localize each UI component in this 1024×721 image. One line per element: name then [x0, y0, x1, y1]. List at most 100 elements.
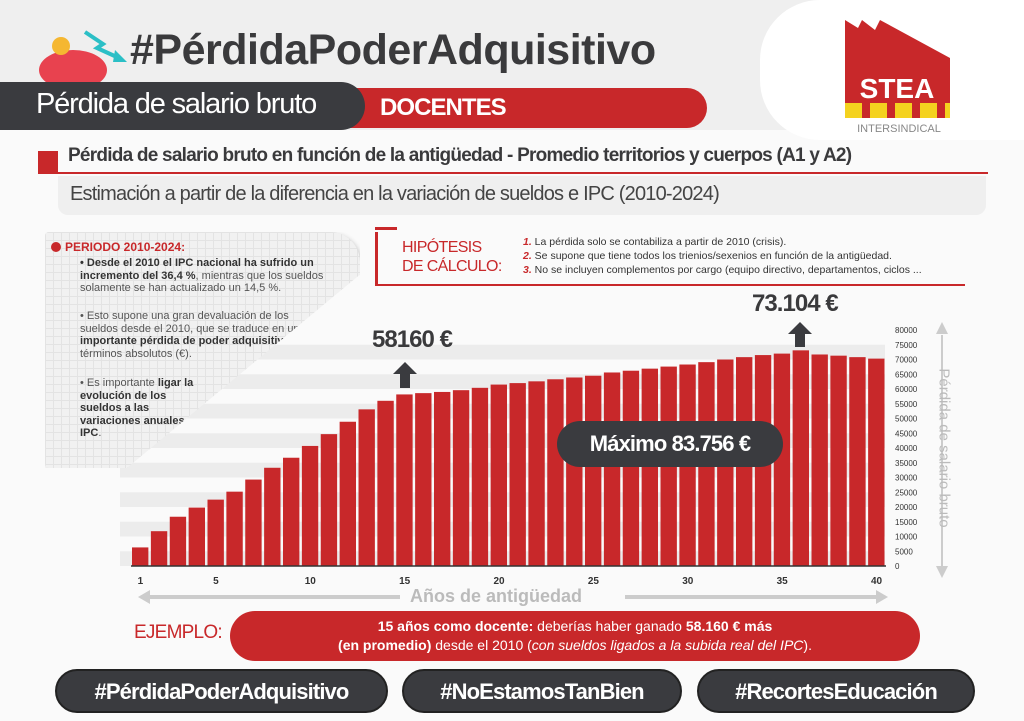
x-tick-label: 5	[213, 576, 219, 587]
info-paragraph-3: • Es importante ligar la evolución de lo…	[80, 377, 204, 439]
hypothesis-item: 2. Se supone que tiene todos los trienio…	[523, 250, 892, 262]
bar	[245, 479, 262, 566]
arrow-left-icon	[138, 590, 150, 604]
example-box: 15 años como docente: deberías haber gan…	[230, 611, 920, 661]
y-tick-label: 50000	[895, 415, 918, 424]
bar	[301, 445, 319, 566]
main-title: #PérdidaPoderAdquisitivo	[130, 26, 656, 74]
info-panel: PERIODO 2010-2024: • Desde el 2010 el IP…	[45, 232, 360, 468]
logo-text: STEA	[860, 73, 935, 104]
arrow-up-icon	[788, 322, 812, 347]
hypotheses-title: HIPÓTESIS DE CÁLCULO:	[402, 239, 502, 275]
bar	[603, 372, 621, 566]
section-heading: Pérdida de salario bruto en función de l…	[38, 143, 988, 174]
annotation-year-36: 73.104 €	[752, 290, 839, 317]
grid-band	[120, 403, 885, 419]
bar	[434, 391, 451, 566]
x-tick-label: 40	[871, 576, 883, 587]
annotation-year-15: 58160 €	[372, 326, 453, 353]
bar	[471, 387, 489, 566]
hashtag-perdida-poder-adquisitivo[interactable]: #PérdidaPoderAdquisitivo	[55, 669, 388, 713]
bullet-dot	[51, 242, 61, 252]
y-tick-label: 5000	[895, 547, 913, 556]
bar	[490, 384, 507, 566]
hypothesis-item: 1. La pérdida solo se contabiliza a part…	[523, 236, 787, 248]
bar	[811, 354, 828, 566]
bar	[226, 491, 243, 566]
hashtag-recortes-educacion[interactable]: #RecortesEducación	[697, 669, 975, 713]
stea-logo: STEA INTERSINDICAL	[840, 18, 958, 138]
bar	[830, 355, 847, 566]
bar	[792, 350, 809, 566]
bar	[566, 377, 583, 566]
bar	[339, 421, 356, 566]
hypotheses-box: HIPÓTESIS DE CÁLCULO: 1. La pérdida solo …	[375, 227, 965, 286]
y-tick-label: 70000	[895, 356, 918, 365]
arrow-up-icon	[393, 362, 417, 388]
arrow-down-icon	[936, 566, 948, 578]
x-tick-label: 15	[399, 576, 411, 587]
x-tick-label: 35	[777, 576, 789, 587]
hypotheses-marker	[375, 227, 397, 230]
y-tick-label: 75000	[895, 341, 918, 350]
grid-band	[120, 492, 885, 507]
bar	[528, 381, 545, 566]
bar	[415, 393, 432, 566]
x-tick-label: 25	[588, 576, 600, 587]
y-tick-label: 35000	[895, 459, 918, 468]
y-tick-label: 30000	[895, 474, 918, 483]
hashtag-no-estamos-tan-bien[interactable]: #NoEstamosTanBien	[402, 669, 682, 713]
piggy-bank-icon	[39, 30, 127, 90]
bar	[641, 368, 658, 566]
y-tick-label: 10000	[895, 533, 918, 542]
docentes-banner: DOCENTES	[335, 88, 707, 128]
arrow-up-icon	[936, 322, 948, 334]
info-paragraph-2: • Esto supone una gran devaluación de lo…	[80, 310, 306, 360]
salary-loss-banner: Pérdida de salario bruto	[0, 82, 365, 130]
heading-marker	[38, 151, 58, 173]
bar	[396, 394, 413, 566]
y-tick-label: 80000	[895, 326, 918, 335]
bar	[264, 467, 281, 566]
y-tick-label: 40000	[895, 444, 918, 453]
info-heading: PERIODO 2010-2024:	[65, 240, 186, 254]
y-tick-label: 0	[895, 562, 900, 571]
bar	[283, 457, 300, 566]
grid-band	[120, 521, 885, 537]
grid-band	[120, 551, 885, 566]
maximum-badge: Máximo 83.756 €	[557, 421, 783, 467]
bar	[547, 379, 564, 566]
bar	[452, 390, 470, 566]
y-tick-label: 25000	[895, 488, 918, 497]
bar	[509, 383, 526, 566]
y-tick-label: 55000	[895, 400, 918, 409]
bar	[169, 516, 187, 566]
y-tick-label: 45000	[895, 429, 918, 438]
bar	[868, 358, 885, 566]
y-tick-label: 60000	[895, 385, 918, 394]
x-axis-label: Años de antigüedad	[410, 586, 583, 606]
bar	[377, 400, 394, 566]
x-tick-label: 1	[138, 576, 144, 587]
y-tick-label: 65000	[895, 370, 918, 379]
bar	[320, 434, 338, 566]
x-tick-label: 30	[682, 576, 694, 587]
bar	[849, 357, 866, 566]
bar	[207, 499, 224, 566]
example-label: EJEMPLO:	[134, 622, 223, 643]
bar	[358, 409, 375, 566]
bar	[188, 507, 205, 566]
arrow-right-icon	[876, 590, 888, 604]
y-tick-label: 15000	[895, 518, 918, 527]
bar	[585, 375, 602, 566]
section-subheading: Estimación a partir de la diferencia en …	[58, 176, 986, 215]
section-heading-text: Pérdida de salario bruto en función de l…	[68, 145, 852, 166]
x-tick-label: 10	[305, 576, 317, 587]
y-tick-label: 20000	[895, 503, 918, 512]
info-paragraph-1: • Desde el 2010 el IPC nacional ha sufri…	[80, 257, 324, 294]
grid-band	[120, 462, 885, 478]
bar	[132, 547, 149, 566]
bar	[150, 531, 168, 566]
hypothesis-item: 3. No se incluyen complementos por cargo…	[523, 264, 922, 276]
bar	[622, 370, 640, 566]
